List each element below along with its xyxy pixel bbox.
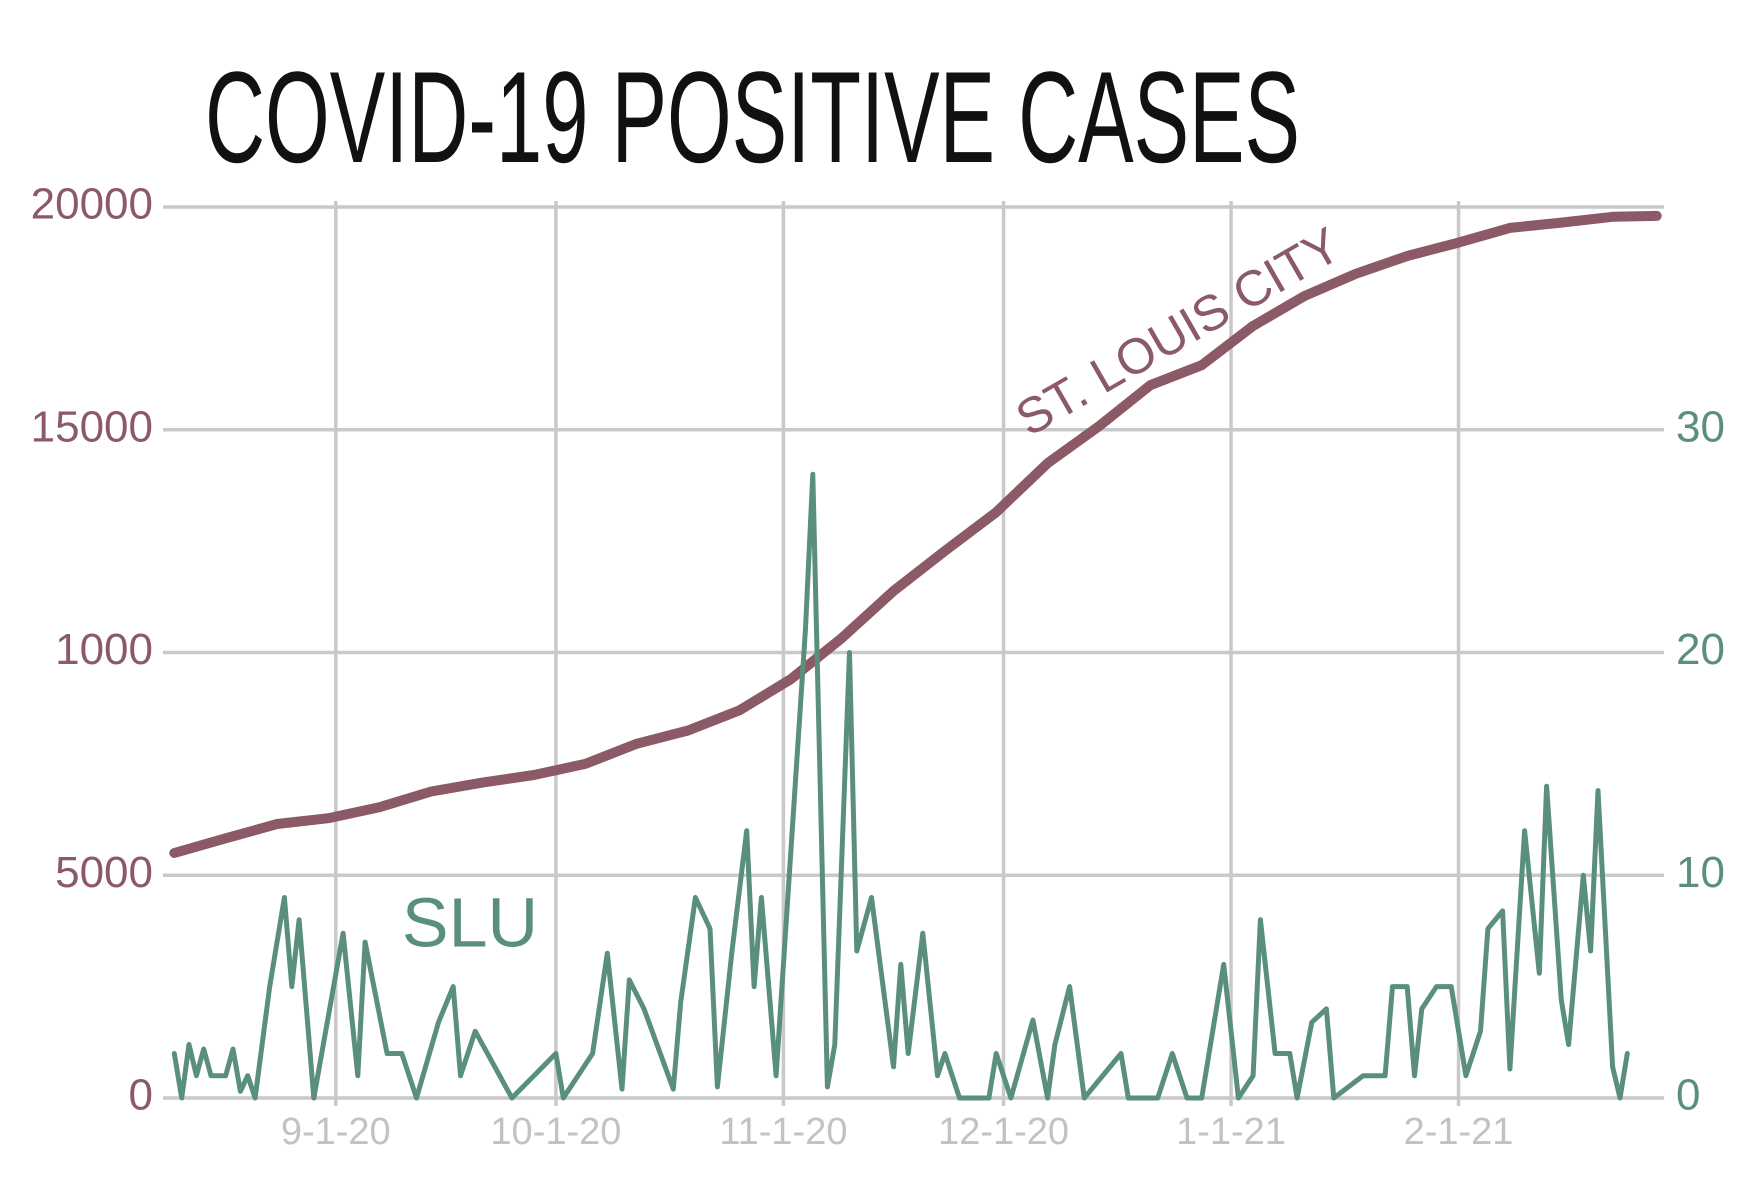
y-tick-label: 15000 xyxy=(31,402,153,451)
y-tick-label: 5000 xyxy=(55,848,153,897)
x-tick-label: 9-1-20 xyxy=(281,1111,391,1153)
x-tick-label: 10-1-20 xyxy=(490,1111,621,1153)
x-tick-label: 12-1-20 xyxy=(938,1111,1069,1153)
y-tick-label: 1000 xyxy=(55,625,153,674)
y-tick-label: 0 xyxy=(129,1071,153,1120)
y2-tick-label: 0 xyxy=(1676,1071,1700,1120)
series-line xyxy=(169,210,1662,858)
y2-tick-label: 20 xyxy=(1676,625,1725,674)
series-label: ST. LOUIS CITY xyxy=(1006,216,1349,446)
y2-tick-label: 30 xyxy=(1676,402,1725,451)
series-label: SLU xyxy=(402,883,538,961)
y-tick-label: 20000 xyxy=(31,180,153,229)
lines xyxy=(169,210,1662,1101)
x-tick-label: 11-1-20 xyxy=(719,1111,847,1153)
labels: 0 5000 1000 15000 20000 0 10 20 30 9-1-20 10-1-20 1… xyxy=(31,180,1725,1153)
series-line xyxy=(171,471,1630,1101)
chart-title: COVID-19 POSITIVE CASES xyxy=(205,44,1300,190)
x-tick-label: 1-1-21 xyxy=(1176,1111,1286,1153)
grid xyxy=(163,201,1664,1106)
y2-tick-label: 10 xyxy=(1676,848,1725,897)
x-tick-label: 2-1-21 xyxy=(1404,1111,1514,1153)
